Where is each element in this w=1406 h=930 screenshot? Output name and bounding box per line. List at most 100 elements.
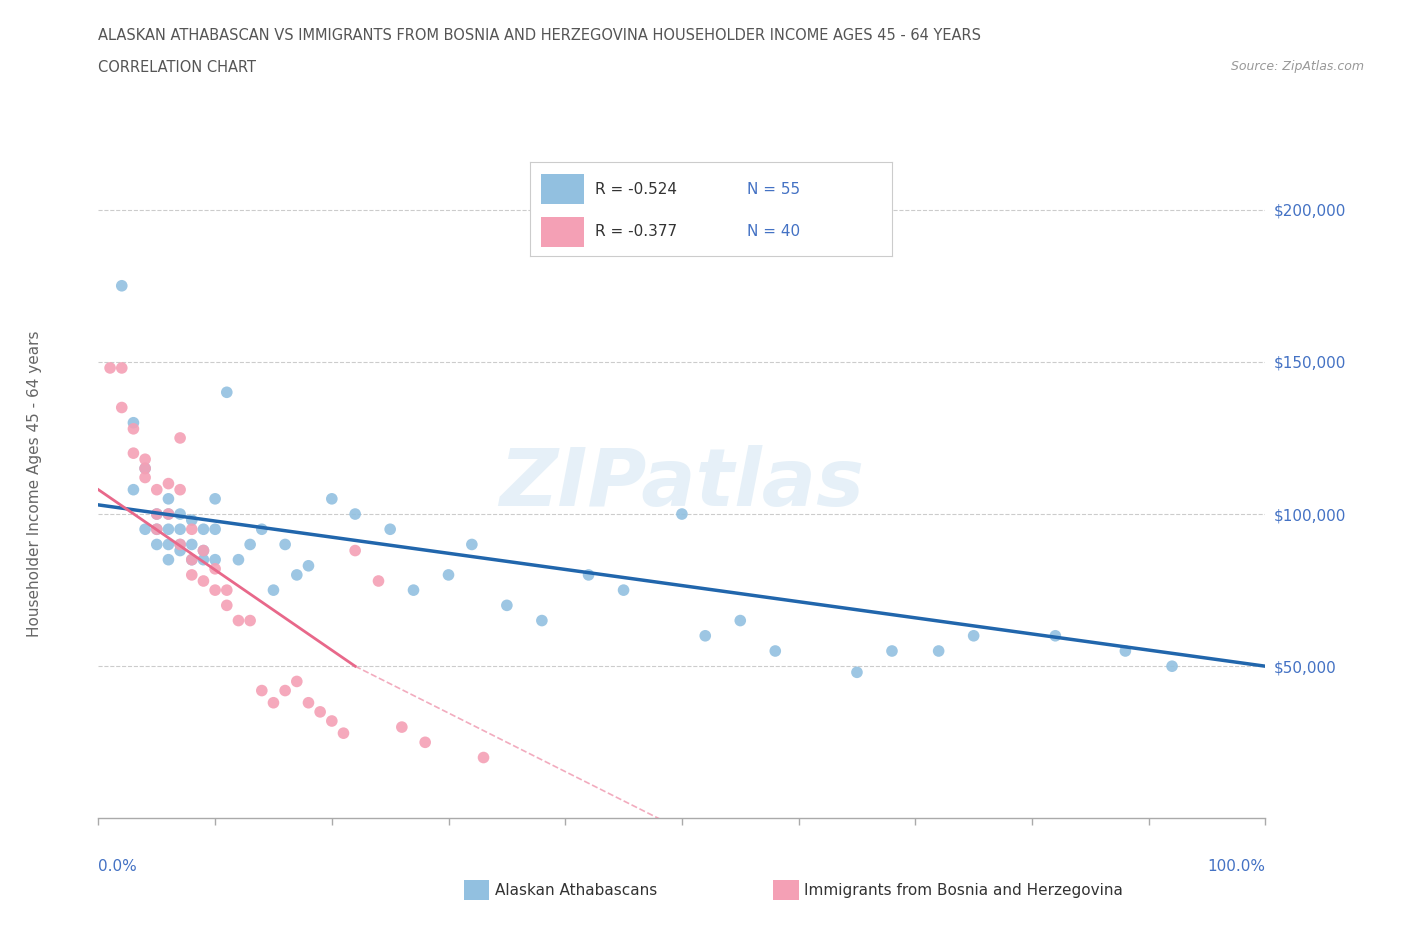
Text: ZIPatlas: ZIPatlas	[499, 445, 865, 523]
Text: 0.0%: 0.0%	[98, 858, 138, 873]
Point	[193, 552, 215, 567]
Point	[146, 483, 169, 498]
Text: R = -0.377: R = -0.377	[595, 224, 678, 239]
Point	[962, 629, 984, 644]
Point	[111, 361, 134, 376]
Point	[157, 507, 180, 522]
Point	[671, 507, 693, 522]
Text: Householder Income Ages 45 - 64 years: Householder Income Ages 45 - 64 years	[27, 330, 42, 637]
Text: CORRELATION CHART: CORRELATION CHART	[98, 60, 256, 75]
Point	[297, 696, 319, 711]
Point	[146, 522, 169, 537]
Point	[180, 552, 202, 567]
Point	[730, 613, 752, 628]
Point	[402, 583, 425, 598]
Point	[695, 629, 717, 644]
Point	[169, 543, 191, 558]
Point	[146, 507, 169, 522]
Point	[122, 421, 145, 436]
Text: 100.0%: 100.0%	[1208, 858, 1265, 873]
Point	[228, 552, 250, 567]
Point	[530, 613, 553, 628]
Point	[134, 461, 156, 476]
Point	[122, 416, 145, 431]
Point	[180, 552, 202, 567]
Point	[134, 470, 156, 485]
Point	[111, 278, 134, 293]
Point	[613, 583, 636, 598]
Point	[169, 537, 191, 551]
Point	[391, 720, 413, 735]
Point	[204, 491, 226, 506]
Text: N = 40: N = 40	[747, 224, 800, 239]
Point	[763, 644, 786, 658]
Point	[134, 461, 156, 476]
Point	[344, 507, 367, 522]
Point	[285, 674, 308, 689]
Point	[169, 507, 191, 522]
Point	[146, 507, 169, 522]
Point	[228, 613, 250, 628]
Point	[169, 522, 191, 537]
Point	[344, 543, 367, 558]
Point	[98, 361, 121, 376]
Point	[250, 522, 273, 537]
Point	[495, 598, 517, 613]
Point	[193, 543, 215, 558]
Point	[204, 522, 226, 537]
Point	[250, 684, 273, 698]
Point	[157, 507, 180, 522]
Point	[413, 735, 436, 750]
Point	[297, 558, 319, 573]
Point	[309, 704, 332, 719]
Text: Immigrants from Bosnia and Herzegovina: Immigrants from Bosnia and Herzegovina	[804, 883, 1123, 897]
Point	[1161, 658, 1184, 673]
Point	[169, 431, 191, 445]
Bar	[541, 175, 585, 205]
Point	[111, 400, 134, 415]
Text: Source: ZipAtlas.com: Source: ZipAtlas.com	[1230, 60, 1364, 73]
Point	[437, 567, 460, 582]
Point	[274, 537, 297, 551]
Point	[169, 483, 191, 498]
Point	[193, 574, 215, 589]
Point	[146, 522, 169, 537]
Point	[239, 537, 262, 551]
Point	[239, 613, 262, 628]
Text: Alaskan Athabascans: Alaskan Athabascans	[495, 883, 657, 897]
Point	[578, 567, 600, 582]
Point	[274, 684, 297, 698]
Point	[215, 598, 238, 613]
Point	[193, 543, 215, 558]
Point	[846, 665, 869, 680]
Point	[461, 537, 484, 551]
Point	[122, 445, 145, 460]
Point	[193, 522, 215, 537]
Point	[157, 522, 180, 537]
Point	[157, 491, 180, 506]
Point	[169, 537, 191, 551]
Point	[262, 696, 284, 711]
Point	[157, 537, 180, 551]
Point	[880, 644, 903, 658]
Point	[321, 491, 343, 506]
Text: R = -0.524: R = -0.524	[595, 182, 678, 197]
Point	[285, 567, 308, 582]
Text: ALASKAN ATHABASCAN VS IMMIGRANTS FROM BOSNIA AND HERZEGOVINA HOUSEHOLDER INCOME : ALASKAN ATHABASCAN VS IMMIGRANTS FROM BO…	[98, 28, 981, 43]
Point	[367, 574, 389, 589]
Bar	[541, 217, 585, 246]
Point	[215, 385, 238, 400]
Point	[180, 537, 202, 551]
Point	[472, 751, 495, 765]
Point	[321, 713, 343, 728]
Point	[1045, 629, 1067, 644]
Point	[204, 562, 226, 577]
Point	[204, 552, 226, 567]
Point	[157, 476, 180, 491]
Point	[157, 552, 180, 567]
Point	[122, 483, 145, 498]
Point	[180, 567, 202, 582]
Point	[134, 522, 156, 537]
Point	[928, 644, 950, 658]
Point	[146, 537, 169, 551]
